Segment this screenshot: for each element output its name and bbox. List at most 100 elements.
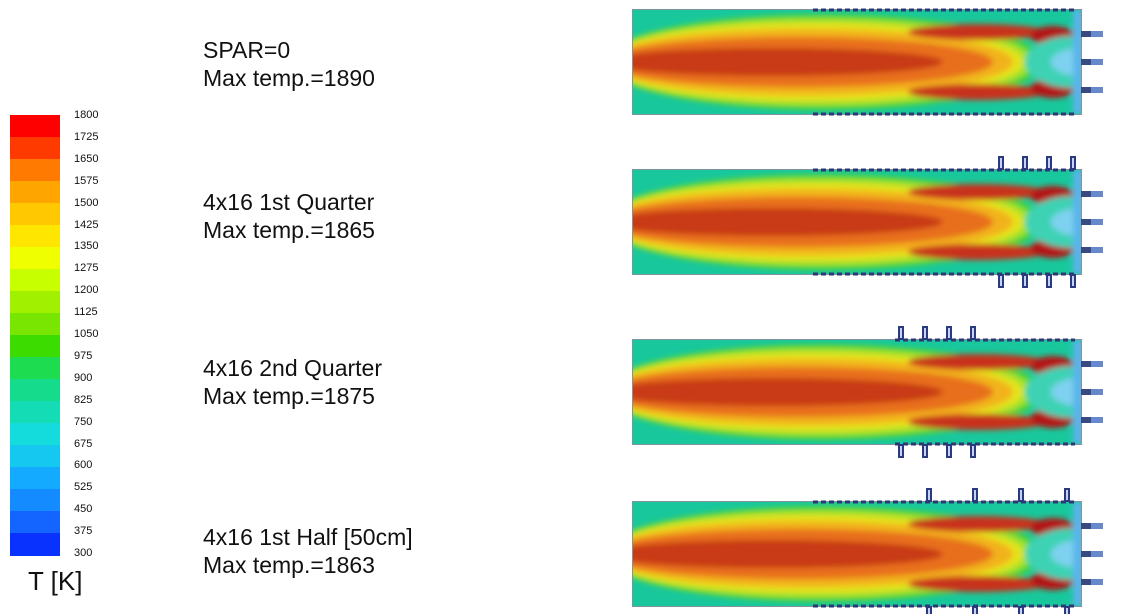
temperature-field-image xyxy=(632,326,1103,458)
inlet-jet xyxy=(1091,247,1103,253)
temperature-field-image xyxy=(632,156,1103,288)
case-name: 4x16 2nd Quarter xyxy=(203,355,383,381)
temperature-field-image xyxy=(632,8,1103,116)
port-pipe-highlight xyxy=(1066,608,1068,614)
colorbar-title: T [K] xyxy=(28,566,83,596)
colorbar-tick-label: 750 xyxy=(74,415,93,428)
colorbar-tick-label: 1200 xyxy=(74,284,99,297)
port-pipe-highlight xyxy=(948,328,950,338)
port-pipe-highlight xyxy=(1072,276,1074,286)
colorbar-tick-label: 825 xyxy=(74,393,93,406)
colorbar-tick-label: 300 xyxy=(74,547,93,559)
case-name: SPAR=0 xyxy=(203,37,291,63)
port-pipe-highlight xyxy=(1020,490,1022,500)
port-pipe-highlight xyxy=(1024,276,1026,286)
colorbar-segment xyxy=(10,137,60,160)
inlet-jet xyxy=(1081,417,1099,423)
colorbar-segment xyxy=(10,247,60,270)
colorbar-tick-label: 1575 xyxy=(74,174,99,187)
temperature-field-image xyxy=(632,488,1103,614)
port-pipe-highlight xyxy=(1000,276,1002,286)
inlet-jet xyxy=(1081,389,1099,395)
inlet-jet xyxy=(1091,87,1103,93)
colorbar-segment xyxy=(10,291,60,314)
port-pipe-highlight xyxy=(924,446,926,456)
colorbar-tick-label: 1800 xyxy=(74,109,99,121)
inlet-jet xyxy=(1091,361,1103,367)
temperature-field-panel-3 xyxy=(625,316,1125,472)
colorbar-tick-label: 975 xyxy=(74,349,93,362)
colorbar-segment xyxy=(10,313,60,336)
colorbar-segment xyxy=(10,115,60,138)
colorbar-tick-label: 525 xyxy=(74,481,93,494)
colorbar-segment xyxy=(10,159,60,182)
colorbar-tick-label: 1725 xyxy=(74,130,99,143)
case-max-temp: Max temp.=1865 xyxy=(203,217,375,243)
colorbar-tick-label: 375 xyxy=(74,525,93,538)
colorbar-tick-label: 1125 xyxy=(74,306,98,319)
colorbar-segment xyxy=(10,203,60,226)
colorbar-tick-label: 1650 xyxy=(74,152,99,165)
inlet-jet xyxy=(1091,59,1103,65)
inlet-jet xyxy=(1081,31,1099,37)
port-pipe-highlight xyxy=(1048,276,1050,286)
colorbar-tick-label: 450 xyxy=(74,503,93,516)
inlet-jet xyxy=(1081,579,1099,585)
inlet-jet xyxy=(1091,389,1103,395)
colorbar-segment xyxy=(10,423,60,446)
colorbar-segment xyxy=(10,225,60,248)
port-pipe-highlight xyxy=(1020,608,1022,614)
colorbar-segment xyxy=(10,445,60,468)
case-caption-2: 4x16 1st Quarter Max temp.=1865 xyxy=(203,188,375,244)
port-pipe-highlight xyxy=(928,490,930,500)
colorbar-tick-label: 1350 xyxy=(74,240,99,253)
port-pipe-highlight xyxy=(972,446,974,456)
colorbar-segment xyxy=(10,335,60,358)
inlet-jet xyxy=(1081,523,1099,529)
colorbar-segment xyxy=(10,489,60,512)
inlet-jet xyxy=(1091,191,1103,197)
port-pipe-highlight xyxy=(974,608,976,614)
case-max-temp: Max temp.=1863 xyxy=(203,552,375,578)
case-caption-1: SPAR=0 Max temp.=1890 xyxy=(203,36,375,92)
case-caption-3: 4x16 2nd Quarter Max temp.=1875 xyxy=(203,354,382,410)
port-pipe-highlight xyxy=(1024,158,1026,168)
temperature-colorbar xyxy=(10,115,60,556)
colorbar-segment xyxy=(10,401,60,424)
case-max-temp: Max temp.=1875 xyxy=(203,383,375,409)
colorbar-tick-label: 900 xyxy=(74,371,93,384)
inlet-jet xyxy=(1091,31,1103,37)
port-pipe-highlight xyxy=(1066,490,1068,500)
inlet-jet xyxy=(1091,219,1103,225)
port-pipe-highlight xyxy=(924,328,926,338)
colorbar-segment xyxy=(10,181,60,204)
colorbar-tick-label: 1500 xyxy=(74,196,99,209)
inlet-jet xyxy=(1081,191,1099,197)
port-pipe-highlight xyxy=(900,328,902,338)
case-name: 4x16 1st Half [50cm] xyxy=(203,524,413,550)
port-pipe-highlight xyxy=(928,608,930,614)
case-max-temp: Max temp.=1890 xyxy=(203,65,375,91)
inlet-jet xyxy=(1081,219,1099,225)
inlet-jet xyxy=(1081,551,1099,557)
case-name: 4x16 1st Quarter xyxy=(203,189,375,215)
inlet-jet xyxy=(1091,551,1103,557)
colorbar-segment xyxy=(10,511,60,534)
colorbar-tick-label: 1275 xyxy=(74,262,99,275)
port-pipe-highlight xyxy=(974,490,976,500)
colorbar-tick-label: 600 xyxy=(74,459,93,472)
colorbar-segment xyxy=(10,379,60,402)
port-pipe-highlight xyxy=(1072,158,1074,168)
colorbar-segment xyxy=(10,269,60,292)
case-caption-4: 4x16 1st Half [50cm] Max temp.=1863 xyxy=(203,523,413,579)
port-pipe-highlight xyxy=(1000,158,1002,168)
colorbar-segment xyxy=(10,467,60,490)
colorbar-tick-label: 675 xyxy=(74,437,93,450)
inlet-jet xyxy=(1081,87,1099,93)
inlet-jet xyxy=(1091,523,1103,529)
inlet-jet xyxy=(1091,579,1103,585)
colorbar-ticks: 1800 1725 1650 1575 1500 1425 1350 1275 1200 1125… xyxy=(74,109,134,565)
port-pipe-highlight xyxy=(972,328,974,338)
colorbar-tick-label: 1425 xyxy=(74,218,99,231)
inlet-jet xyxy=(1091,417,1103,423)
